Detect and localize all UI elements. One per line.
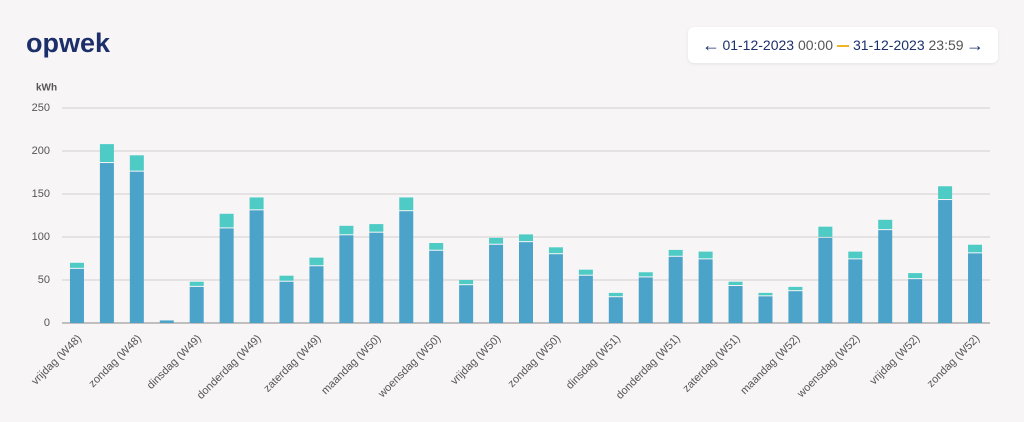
bar-segment (429, 250, 444, 323)
bar-segment (548, 254, 563, 323)
x-tick-label: donderdag (W49) (195, 333, 264, 402)
bar-segment (339, 235, 354, 323)
bar-segment (399, 197, 414, 211)
end-time: 23:59 (928, 37, 964, 53)
bar-segment (728, 286, 743, 323)
x-tick-label: donderdag (W51) (614, 333, 683, 402)
y-tick-label: 0 (44, 317, 50, 329)
bar-segment (279, 275, 294, 281)
bar-segment (339, 225, 354, 235)
separator (837, 45, 849, 48)
bar-segment (189, 281, 204, 286)
bar-segment (758, 296, 773, 323)
next-button[interactable]: → (966, 34, 984, 55)
bar-segment (608, 292, 623, 297)
bar-segment (489, 244, 504, 323)
bar-segment (818, 237, 833, 323)
y-tick-label: 150 (32, 188, 50, 200)
bar-segment (519, 242, 533, 323)
bar-segment (968, 244, 983, 253)
y-tick-label: 250 (32, 102, 50, 114)
x-tick-label: zaterdag (W51) (681, 333, 743, 395)
bar-segment (878, 219, 893, 230)
bar-segment (788, 286, 803, 291)
bar-segment (908, 279, 923, 323)
bar-segment (249, 210, 264, 323)
bar-segment (788, 291, 803, 323)
bar-segment (728, 281, 743, 286)
bar-segment (69, 268, 84, 323)
page-title: opwek (26, 28, 111, 58)
bar-segment (219, 228, 234, 323)
bar-segment (548, 247, 563, 254)
y-tick-label: 100 (32, 231, 50, 243)
bar-segment (668, 256, 683, 323)
bar-segment (249, 197, 264, 210)
x-tick-label: vrijdag (W52) (868, 333, 923, 388)
y-tick-label: 200 (32, 145, 50, 157)
bar-segment (219, 213, 234, 228)
bar-segment (99, 144, 114, 163)
end-date: 31-12-2023 (853, 37, 925, 53)
x-tick-label: vrijdag (W50) (449, 333, 504, 388)
bar-segment (848, 251, 863, 259)
date-range: ← 01-12-2023 00:00 31-12-2023 23:59 → (688, 27, 998, 63)
bar-segment (99, 163, 114, 323)
x-tick-label: vrijdag (W48) (29, 333, 84, 388)
bar-segment (159, 320, 174, 323)
bar-segment (698, 251, 713, 259)
x-tick-label: zondag (W50) (506, 333, 563, 390)
bar-segment (279, 281, 294, 323)
y-tick-label: 50 (38, 274, 50, 286)
bar-segment (459, 285, 474, 323)
bar-segment (968, 253, 983, 323)
bar-segment (369, 232, 384, 323)
bar-segment (578, 269, 593, 275)
bar-segment (698, 259, 713, 323)
bar-segment (638, 272, 653, 277)
x-tick-label: dinsdag (W51) (564, 333, 623, 392)
bar-segment (908, 273, 923, 279)
x-tick-label: zondag (W48) (87, 333, 144, 390)
x-tick-label: woensdag (W50) (375, 333, 443, 401)
range-text: 01-12-2023 00:00 31-12-2023 23:59 (722, 37, 963, 53)
bar-segment (69, 262, 84, 268)
bar-segment (129, 155, 144, 171)
bar-segment (129, 171, 144, 323)
y-axis-label: kWh (36, 83, 57, 94)
x-tick-label: maandag (W52) (738, 333, 802, 397)
x-tick-label: zaterdag (W49) (262, 333, 324, 395)
start-date: 01-12-2023 (722, 37, 795, 53)
bar-segment (638, 277, 653, 323)
x-tick-label: dinsdag (W49) (145, 333, 204, 392)
x-tick-label: zondag (W52) (925, 333, 982, 390)
prev-button[interactable]: ← (702, 34, 720, 55)
bar-segment (369, 224, 384, 232)
bar-segment (848, 259, 863, 323)
bar-segment (668, 249, 683, 256)
x-tick-label: maandag (W50) (319, 333, 383, 397)
bar-segment (578, 275, 593, 323)
start-time: 00:00 (797, 37, 833, 53)
bar-segment (758, 292, 773, 296)
bar-segment (818, 226, 833, 237)
bar-segment (189, 286, 204, 323)
bar-segment (608, 297, 623, 323)
bar-segment (309, 266, 324, 323)
x-tick-label: woensdag (W52) (794, 333, 862, 401)
bar-segment (938, 200, 953, 323)
bar-segment (519, 234, 533, 242)
bar-segment (938, 186, 953, 200)
bar-segment (399, 211, 414, 323)
bar-segment (309, 257, 324, 266)
bar-segment (489, 237, 504, 244)
bar-segment (459, 280, 474, 285)
bar-segment (429, 243, 444, 250)
bar-segment (878, 230, 893, 323)
